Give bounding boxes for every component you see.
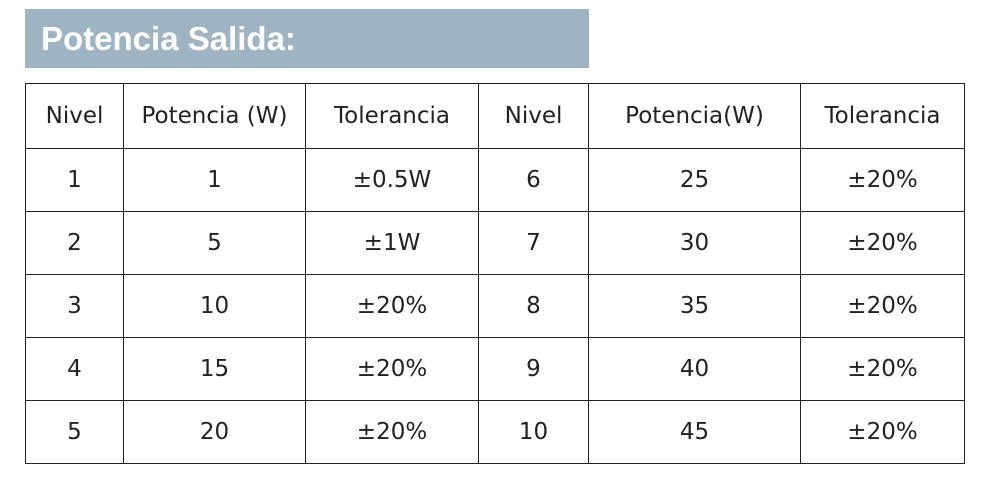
- table-cell: 40: [588, 337, 801, 401]
- table-cell: 8: [478, 274, 589, 338]
- table-cell: 5: [123, 211, 306, 275]
- table-cell: 25: [588, 148, 801, 212]
- table-cell: 45: [588, 400, 801, 464]
- table-cell: ±1W: [305, 211, 479, 275]
- table-cell: ±20%: [800, 274, 965, 338]
- table-row: 5 20 ±20% 10 45 ±20%: [25, 400, 965, 464]
- table-cell: ±0.5W: [305, 148, 479, 212]
- table-cell: 20: [123, 400, 306, 464]
- table-cell: 2: [25, 211, 124, 275]
- table-cell: 5: [25, 400, 124, 464]
- table-cell: 30: [588, 211, 801, 275]
- power-table: Nivel Potencia (W) Tolerancia Nivel Potencia…: [25, 83, 965, 464]
- table-cell: 1: [25, 148, 124, 212]
- table-cell: ±20%: [305, 400, 479, 464]
- column-header: Potencia(W): [588, 83, 801, 149]
- table-cell: ±20%: [800, 400, 965, 464]
- section-title: Potencia Salida:: [25, 9, 589, 68]
- table-cell: 7: [478, 211, 589, 275]
- table-row: 3 10 ±20% 8 35 ±20%: [25, 274, 965, 338]
- table-row: 2 5 ±1W 7 30 ±20%: [25, 211, 965, 275]
- table-cell: ±20%: [800, 148, 965, 212]
- table-row: 1 1 ±0.5W 6 25 ±20%: [25, 148, 965, 212]
- table-cell: 4: [25, 337, 124, 401]
- table-cell: 9: [478, 337, 589, 401]
- table-cell: 3: [25, 274, 124, 338]
- table-cell: 10: [123, 274, 306, 338]
- column-header: Tolerancia: [305, 83, 479, 149]
- table-body: 1 1 ±0.5W 6 25 ±20% 2 5 ±1W 7 30 ±20% 3 10 ±20% 8 35 ±20%…: [25, 148, 965, 464]
- column-header: Nivel: [25, 83, 124, 149]
- table-cell: ±20%: [305, 337, 479, 401]
- table-cell: 15: [123, 337, 306, 401]
- table-cell: ±20%: [800, 211, 965, 275]
- table-cell: ±20%: [305, 274, 479, 338]
- table-cell: ±20%: [800, 337, 965, 401]
- table-row: 4 15 ±20% 9 40 ±20%: [25, 337, 965, 401]
- table-cell: 6: [478, 148, 589, 212]
- table-cell: 1: [123, 148, 306, 212]
- column-header: Potencia (W): [123, 83, 306, 149]
- header-row: Nivel Potencia (W) Tolerancia Nivel Potencia…: [25, 83, 965, 149]
- table-cell: 10: [478, 400, 589, 464]
- column-header: Nivel: [478, 83, 589, 149]
- column-header: Tolerancia: [800, 83, 965, 149]
- table-cell: 35: [588, 274, 801, 338]
